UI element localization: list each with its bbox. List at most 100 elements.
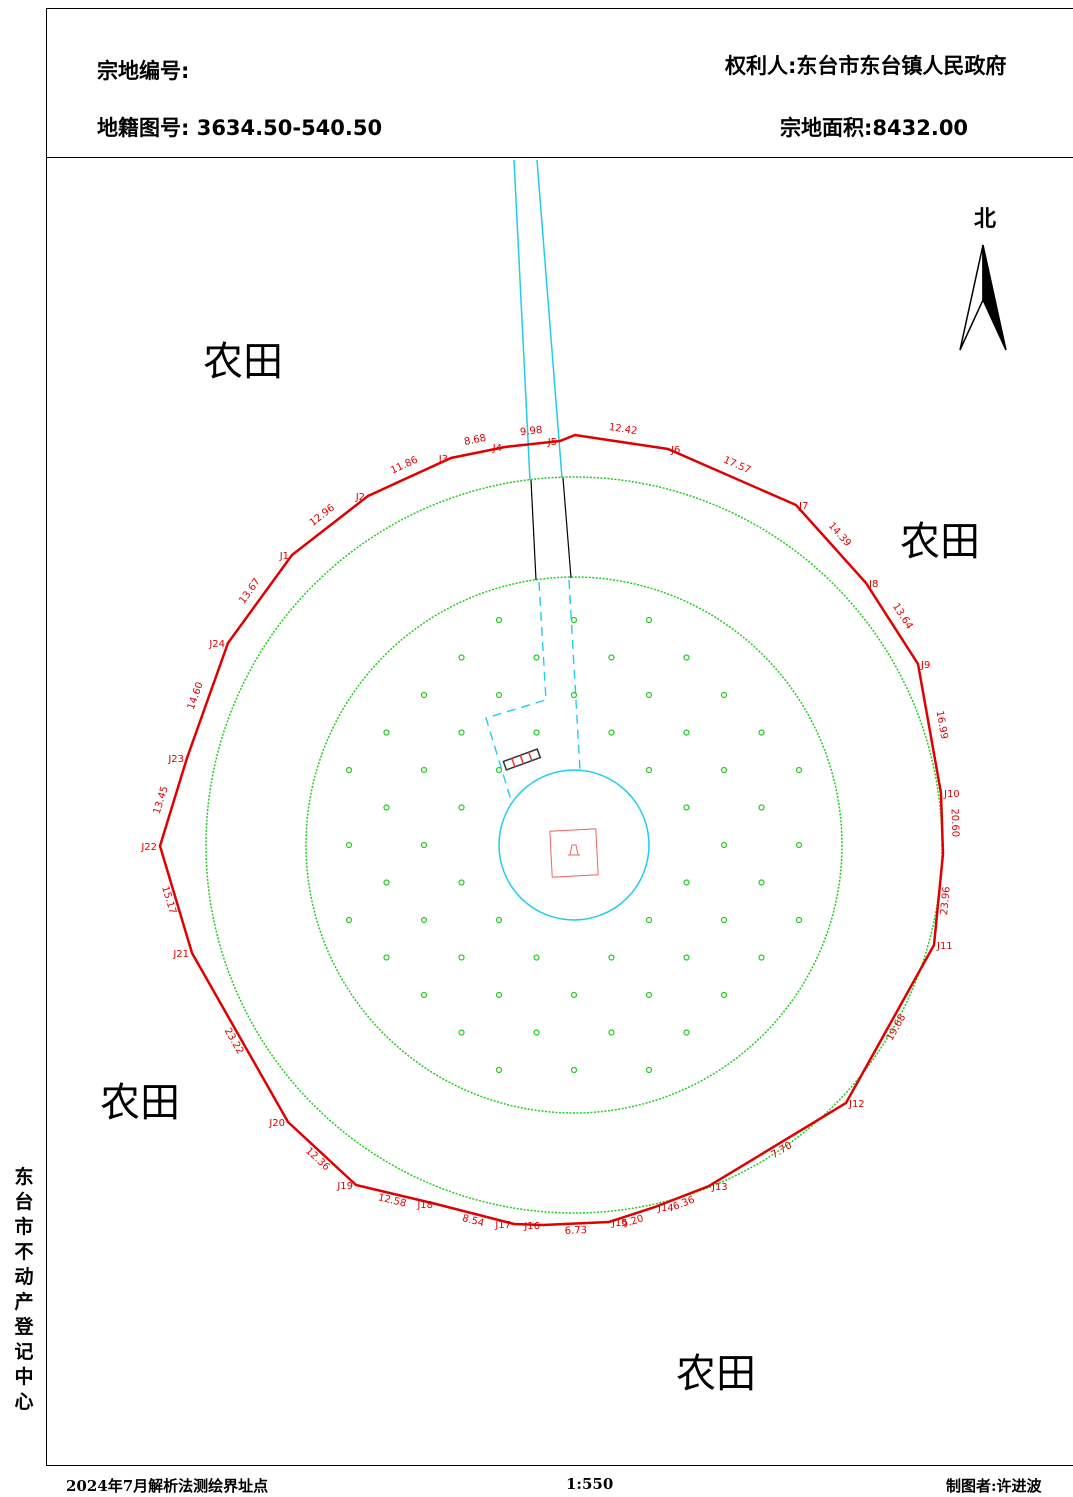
side-char: 不 — [14, 1241, 34, 1263]
tree-symbol — [420, 916, 428, 924]
map-frame — [46, 8, 1073, 1466]
vertex-label: J4 — [492, 443, 502, 454]
edge-length-label: 14.39 — [826, 520, 853, 549]
tree-symbol — [533, 654, 540, 661]
header-separator — [46, 157, 1073, 158]
boundary-line — [158, 433, 945, 1227]
vertex-label: J23 — [167, 754, 184, 765]
tree-symbol — [758, 729, 765, 736]
tree-symbol — [345, 841, 353, 849]
tree-symbol — [608, 654, 615, 661]
vertex-label: J12 — [848, 1099, 865, 1110]
tree-symbol — [758, 954, 765, 961]
tree-symbol — [383, 729, 390, 736]
north-arrow: 北 — [959, 207, 1007, 351]
vertex-label: J3 — [438, 454, 448, 465]
path-dashed — [568, 579, 581, 771]
monument-icon — [568, 844, 580, 856]
edge-length-label: 20.60 — [949, 808, 961, 837]
side-char: 中 — [14, 1366, 34, 1388]
north-label: 北 — [974, 207, 996, 232]
tree-symbol — [683, 1029, 690, 1036]
tree-symbol — [458, 1029, 465, 1036]
tree-symbol — [383, 954, 390, 961]
vertex-label: J11 — [936, 941, 953, 952]
tree-symbols — [345, 616, 803, 1074]
edge-length-label: 8.68 — [463, 433, 487, 448]
tree-symbol — [420, 991, 428, 999]
tree-symbol — [533, 1029, 540, 1036]
central-circle — [498, 769, 650, 921]
vertex-label: J8 — [868, 579, 878, 590]
tree-symbol — [720, 991, 728, 999]
edge-length-label: 9.98 — [520, 425, 543, 438]
vertex-label: J13 — [711, 1182, 728, 1193]
tree-symbol — [720, 916, 728, 924]
parcel-number-label: 宗地编号: — [97, 59, 190, 83]
tree-symbol — [645, 691, 653, 699]
tree-symbol — [458, 804, 465, 811]
vertex-label: J20 — [268, 1118, 285, 1129]
tree-symbol — [570, 1066, 578, 1074]
owner-label: 权利人:东台市东台镇人民政府 — [725, 54, 1007, 78]
tree-symbol — [795, 841, 803, 849]
tree-symbol — [720, 841, 728, 849]
vertex-label: J22 — [140, 842, 157, 853]
north-arrow-left — [959, 244, 984, 351]
road-edge — [513, 159, 531, 481]
tree-symbol — [720, 691, 728, 699]
tree-symbol — [458, 954, 465, 961]
central-structure — [549, 828, 599, 878]
tree-symbol — [383, 879, 390, 886]
side-char: 市 — [14, 1216, 34, 1238]
tree-symbol — [795, 766, 803, 774]
tree-symbol — [420, 766, 428, 774]
registration-center-label: 东 台 市 不 动 产 登 记 中 心 — [10, 1165, 38, 1415]
tree-symbol — [533, 954, 540, 961]
edge-length-label: 8.54 — [461, 1213, 485, 1229]
tree-symbol — [758, 879, 765, 886]
tree-symbol — [683, 729, 690, 736]
vertex-label: J7 — [798, 501, 808, 512]
inner-green-circle — [305, 576, 843, 1114]
tree-symbol — [345, 916, 353, 924]
edge-length-label: 13.45 — [152, 785, 171, 816]
tree-symbol — [495, 916, 503, 924]
road-edge — [530, 479, 537, 581]
tree-symbol — [645, 616, 653, 624]
tree-symbol — [608, 954, 615, 961]
side-char: 台 — [14, 1191, 34, 1213]
path-dashed — [485, 581, 547, 801]
side-char: 产 — [14, 1291, 34, 1313]
vertex-label: J9 — [920, 660, 930, 671]
side-char: 心 — [14, 1391, 34, 1413]
vertex-label: J15 — [611, 1218, 628, 1229]
building-divider — [519, 755, 525, 765]
road-edge — [536, 159, 563, 479]
vertex-label: J5 — [547, 437, 557, 448]
map-scale: 1:550 — [566, 1475, 614, 1493]
tree-symbol — [495, 691, 503, 699]
vertex-label: J2 — [355, 492, 365, 503]
landuse-label-s: 农田 — [676, 1351, 756, 1397]
tree-symbol — [533, 729, 540, 736]
access-road — [485, 159, 581, 801]
edge-length-label: 6.73 — [565, 1225, 588, 1237]
map-author: 制图者:许进波 — [946, 1477, 1042, 1495]
tree-symbol — [758, 804, 765, 811]
tree-symbol — [345, 766, 353, 774]
landuse-label-ne: 农田 — [900, 519, 980, 565]
side-char: 记 — [14, 1341, 34, 1363]
map-number-label: 地籍图号: 3634.50-540.50 — [97, 116, 383, 140]
edge-length-label: 23.96 — [939, 886, 953, 916]
vertex-label: J24 — [208, 639, 225, 650]
road-edge — [562, 477, 572, 579]
side-char: 登 — [14, 1316, 34, 1338]
tree-symbol — [570, 991, 578, 999]
tree-symbol — [608, 729, 615, 736]
vertex-label: J14 — [657, 1203, 674, 1214]
tree-symbol — [570, 616, 578, 624]
tree-symbol — [458, 879, 465, 886]
tree-symbol — [683, 879, 690, 886]
